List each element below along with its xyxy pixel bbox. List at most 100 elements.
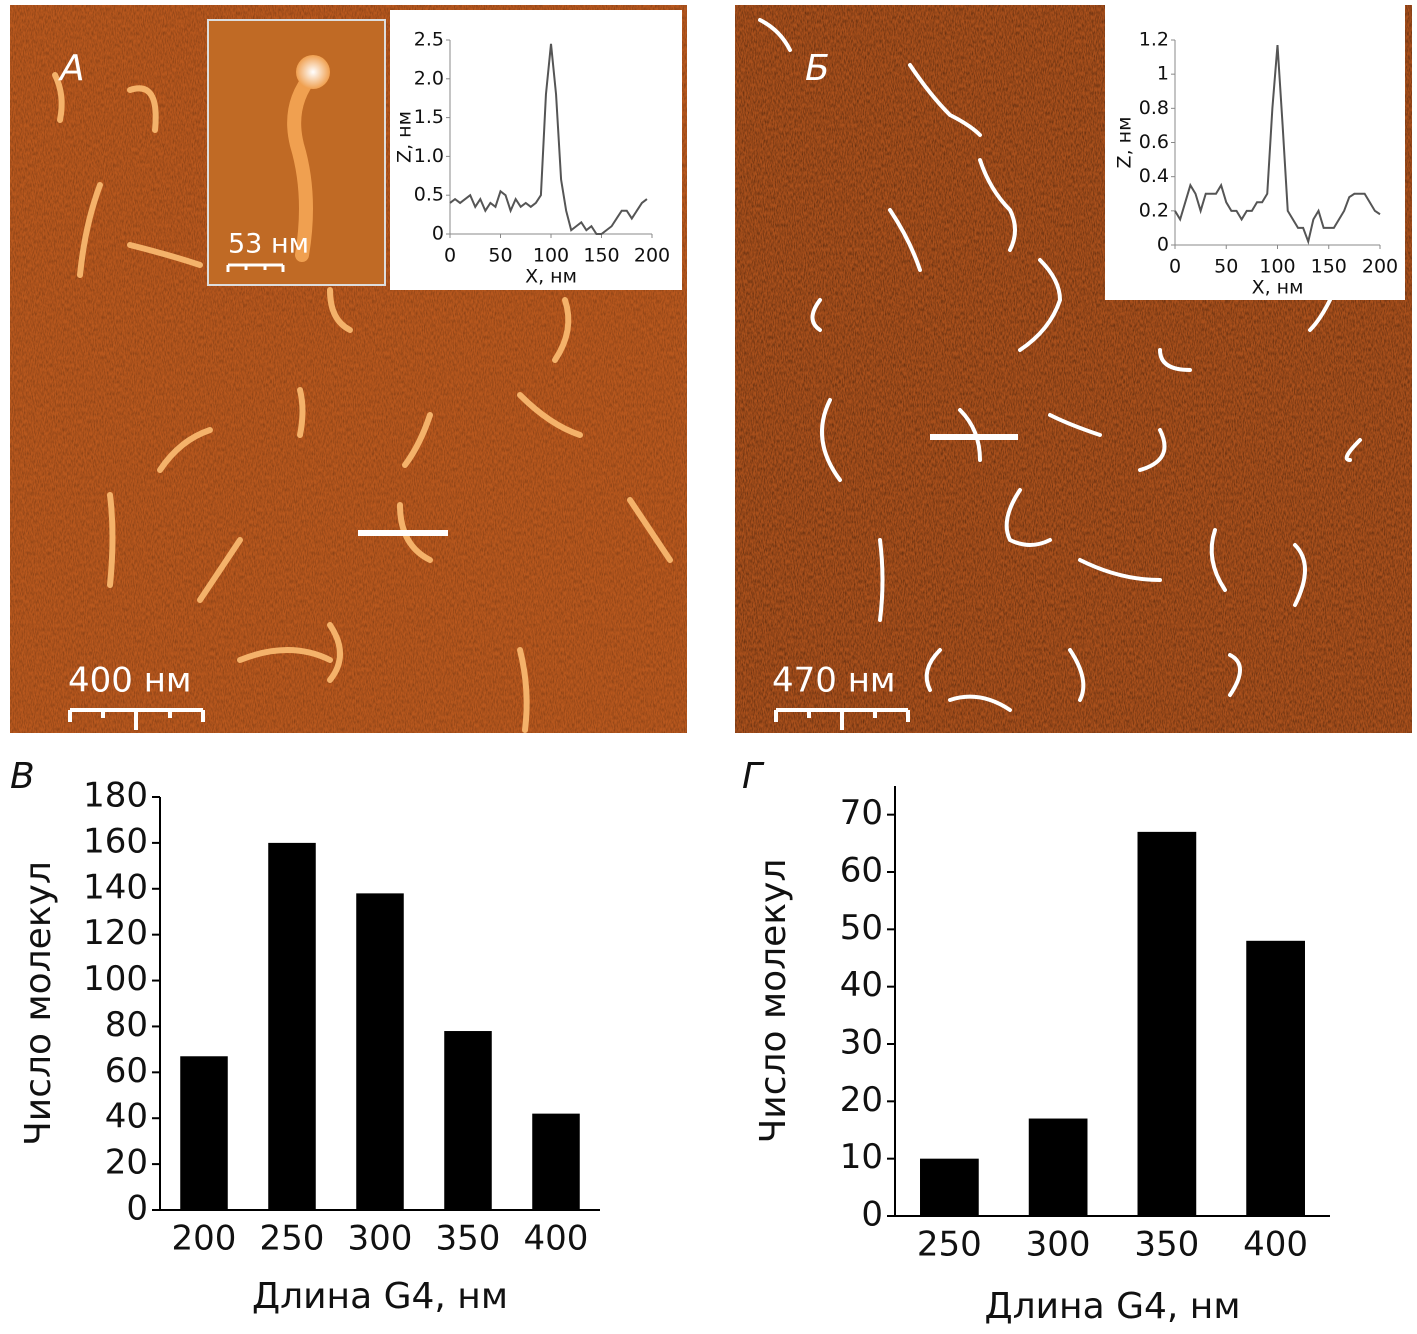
scale-bar (774, 708, 910, 730)
y-tick-label: 40 (840, 965, 883, 1005)
x-tick-label: 300 (1026, 1225, 1091, 1265)
y-tick-label: 1 (1157, 63, 1169, 85)
y-tick-label: 0 (432, 223, 444, 245)
molecule (888, 208, 922, 272)
zoom-blob (296, 55, 330, 89)
panel-label: В (10, 756, 35, 797)
profile-line (930, 434, 1018, 440)
y-tick-label: 140 (83, 867, 148, 907)
molecule (517, 647, 530, 733)
inset-scale-bar (226, 263, 285, 272)
panel-label: Б (805, 48, 830, 89)
molecule (127, 242, 203, 268)
bar (356, 893, 404, 1210)
x-tick-label: 50 (488, 245, 512, 267)
x-axis-label: Длина G4, нм (985, 1286, 1241, 1327)
x-tick-label: 200 (172, 1219, 237, 1259)
x-tick-label: 0 (444, 245, 456, 267)
x-tick-label: 0 (1169, 256, 1181, 278)
molecule (1308, 298, 1332, 332)
profile-line (449, 43, 648, 235)
panel-label: Г (742, 756, 765, 797)
y-tick-label: 0.8 (1139, 97, 1169, 119)
molecule (327, 287, 353, 333)
molecule (1068, 648, 1086, 702)
y-tick-label: 120 (83, 913, 148, 953)
y-tick-label: 2.5 (414, 29, 444, 51)
profile-inset (390, 10, 682, 290)
afm-image: А 400 нм 53 нм (10, 5, 687, 733)
molecule (517, 392, 583, 438)
bar (532, 1113, 580, 1210)
y-axis-label: Число молекул (18, 861, 59, 1146)
profile-line (358, 530, 448, 536)
x-tick-label: 150 (1311, 256, 1347, 278)
molecules (52, 72, 673, 733)
panel-label: А (58, 48, 85, 89)
afm-image: Б 470 нм (735, 5, 1412, 733)
molecule (908, 63, 982, 137)
molecules (758, 18, 1362, 712)
bar (1137, 831, 1197, 1216)
molecule (1158, 348, 1192, 372)
x-tick-label: 350 (436, 1219, 501, 1259)
bar (1246, 940, 1305, 1216)
x-tick-label: 50 (1214, 256, 1238, 278)
x-tick-label: 200 (1362, 256, 1398, 278)
molecule (197, 537, 243, 603)
molecule (924, 648, 942, 692)
molecule (297, 387, 306, 438)
y-tick-label: 0 (861, 1195, 883, 1235)
molecule (1344, 438, 1362, 462)
profile-inset (1105, 5, 1405, 300)
scale-bar-label: 400 нм (68, 661, 192, 701)
molecule (402, 412, 433, 468)
y-tick-label: 0.6 (1139, 131, 1169, 153)
molecule (1048, 413, 1102, 437)
scale-bar (68, 708, 205, 730)
y-axis-label: Z, нм (1114, 117, 1136, 169)
molecule (1209, 528, 1227, 592)
x-tick-label: 250 (260, 1219, 325, 1259)
y-tick-label: 1.5 (414, 106, 444, 128)
y-tick-label: 0.5 (414, 184, 444, 206)
y-axis-label: Число молекул (753, 859, 794, 1144)
molecule (327, 622, 343, 683)
molecule (157, 427, 213, 473)
y-tick-label: 10 (840, 1137, 883, 1177)
y-tick-label: 0 (126, 1189, 148, 1229)
x-tick-label: 100 (1259, 256, 1295, 278)
molecule (1004, 488, 1052, 547)
molecule (552, 297, 572, 363)
y-tick-label: 60 (840, 851, 883, 891)
molecule (820, 398, 842, 482)
bar (268, 842, 316, 1210)
x-tick-label: 250 (917, 1225, 982, 1265)
y-tick-label: 20 (840, 1080, 883, 1120)
y-tick-label: 0.4 (1139, 165, 1169, 187)
y-tick-label: 80 (105, 1005, 148, 1045)
y-tick-label: 20 (105, 1143, 148, 1183)
molecule (758, 18, 792, 52)
y-tick-label: 70 (840, 793, 883, 833)
x-axis-label: X, нм (525, 266, 577, 288)
y-tick-label: 0.2 (1139, 199, 1169, 221)
y-tick-label: 180 (83, 776, 148, 816)
molecule (878, 538, 885, 622)
profile-line (1174, 45, 1381, 246)
x-tick-label: 300 (348, 1219, 413, 1259)
y-tick-label: 2.0 (414, 67, 444, 89)
molecule (397, 502, 433, 563)
x-tick-label: 400 (524, 1219, 589, 1259)
y-tick-label: 1.0 (414, 145, 444, 167)
molecule (107, 492, 116, 588)
y-tick-label: 50 (840, 908, 883, 948)
zoom-molecule (287, 68, 319, 262)
molecule (77, 182, 103, 278)
x-tick-label: 100 (533, 245, 569, 267)
molecule (1138, 428, 1167, 472)
molecule (958, 408, 982, 462)
molecule (978, 158, 1017, 252)
